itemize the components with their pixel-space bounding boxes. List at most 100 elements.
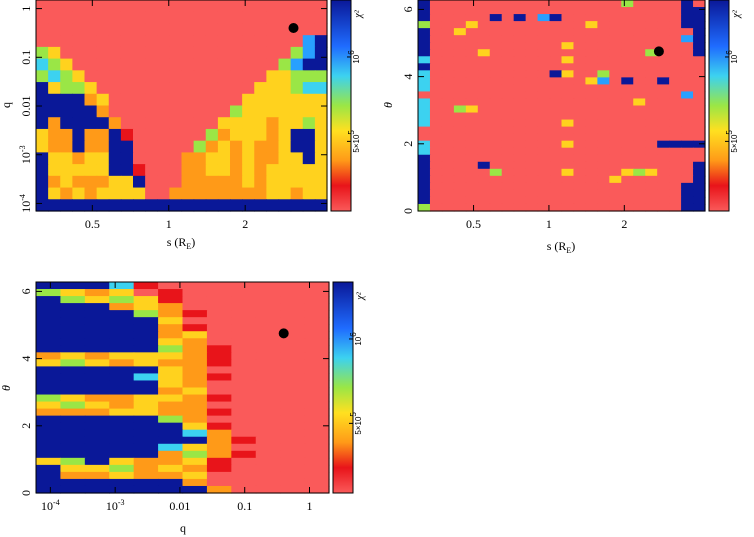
heatmap-cell	[182, 422, 208, 431]
heatmap-cell	[133, 478, 159, 487]
heatmap-cell	[693, 196, 706, 205]
heatmap-cell	[242, 58, 255, 71]
heatmap-cell	[525, 7, 539, 15]
heatmap-cell	[501, 182, 515, 191]
heatmap-cell	[133, 35, 146, 48]
heatmap-cell	[501, 119, 515, 128]
heatmap-cell	[157, 11, 170, 25]
heatmap-cell	[278, 140, 292, 153]
heatmap-cell	[60, 450, 86, 459]
heatmap-cell	[561, 7, 575, 15]
heatmap-cell	[525, 119, 539, 128]
heatmap-cell	[585, 98, 598, 107]
heatmap-cell	[145, 140, 158, 153]
heatmap-cell	[278, 105, 292, 118]
heatmap-cell	[561, 49, 575, 57]
heatmap-cell	[242, 35, 255, 48]
heatmap-cell	[609, 119, 622, 128]
heatmap-cell	[206, 310, 232, 318]
heatmap-cell	[314, 93, 328, 107]
heatmap-cell	[465, 112, 479, 121]
heatmap-cell	[477, 42, 491, 50]
heatmap-cell	[561, 189, 575, 198]
heatmap-cell	[314, 164, 328, 177]
heatmap-cell	[60, 317, 86, 325]
heatmap-cell	[255, 394, 281, 403]
heatmap-cell	[84, 282, 110, 290]
heatmap-cell	[255, 408, 281, 417]
heatmap-cell	[489, 35, 503, 43]
heatmap-cell	[304, 317, 330, 325]
heatmap-cell	[304, 366, 330, 375]
heatmap-cell	[429, 98, 443, 107]
heatmap-cell	[254, 105, 267, 118]
heatmap-cell	[278, 70, 292, 83]
heatmap-cell	[477, 168, 491, 177]
heatmap-cell	[585, 175, 598, 184]
heatmap-cell	[242, 199, 255, 212]
heatmap-cell	[669, 154, 682, 163]
y-tick-label: 4	[19, 356, 33, 362]
heatmap-cell	[453, 56, 467, 64]
heatmap-cell	[290, 164, 304, 177]
heatmap-cell	[633, 147, 646, 156]
heatmap-cell	[537, 182, 551, 191]
heatmap-cell	[561, 112, 575, 121]
heatmap-cell	[304, 478, 330, 487]
heatmap-cell	[145, 187, 158, 200]
heatmap-cell	[280, 345, 306, 353]
heatmap-cell	[60, 464, 86, 473]
heatmap-cell	[60, 401, 86, 410]
heatmap-cell	[242, 152, 255, 165]
heatmap-cell	[96, 117, 110, 130]
heatmap-cell	[609, 56, 622, 64]
heatmap-cell	[477, 7, 491, 15]
heatmap-cell	[537, 28, 551, 36]
heatmap-cell	[513, 35, 527, 43]
heatmap-cell	[489, 112, 503, 121]
heatmap-cell	[489, 28, 503, 36]
heatmap-cell	[302, 0, 316, 13]
heatmap-cell	[290, 117, 304, 130]
heatmap-cell	[549, 196, 563, 205]
heatmap-cell	[72, 11, 86, 25]
heatmap-cell	[84, 478, 110, 487]
heatmap-cell	[669, 14, 682, 22]
heatmap-cell	[585, 105, 598, 114]
heatmap-cell	[36, 70, 49, 83]
heatmap-cell	[465, 175, 479, 184]
heatmap-cell	[573, 189, 587, 198]
heatmap-cell	[60, 373, 86, 382]
heatmap-cell	[133, 282, 159, 290]
heatmap-cell	[302, 105, 316, 118]
heatmap-cell	[158, 429, 184, 438]
heatmap-cell	[158, 303, 184, 311]
heatmap-cell	[182, 450, 208, 459]
heatmap-cell	[109, 408, 135, 417]
heatmap-cell	[266, 105, 280, 118]
heatmap-cell	[657, 196, 670, 205]
heatmap-cell	[633, 49, 646, 57]
heatmap-cell	[193, 117, 207, 130]
heatmap-cell	[549, 7, 563, 15]
heatmap-cell	[304, 380, 330, 389]
heatmap-cell	[681, 77, 694, 85]
heatmap-cell	[489, 126, 503, 135]
heatmap-cell	[681, 133, 694, 142]
heatmap-cell	[108, 152, 122, 165]
heatmap-cell	[230, 105, 243, 118]
heatmap-cell	[36, 187, 49, 200]
heatmap-cell	[525, 112, 539, 121]
heatmap-cell	[60, 199, 73, 212]
heatmap-cell	[633, 203, 646, 212]
heatmap-cell	[72, 175, 86, 189]
heatmap-cell	[549, 0, 563, 8]
heatmap-cell	[280, 422, 306, 431]
heatmap-cell	[230, 46, 243, 60]
heatmap-cell	[72, 70, 86, 83]
heatmap-cell	[169, 175, 183, 189]
heatmap-cell	[36, 338, 62, 346]
heatmap-cell	[525, 175, 539, 184]
